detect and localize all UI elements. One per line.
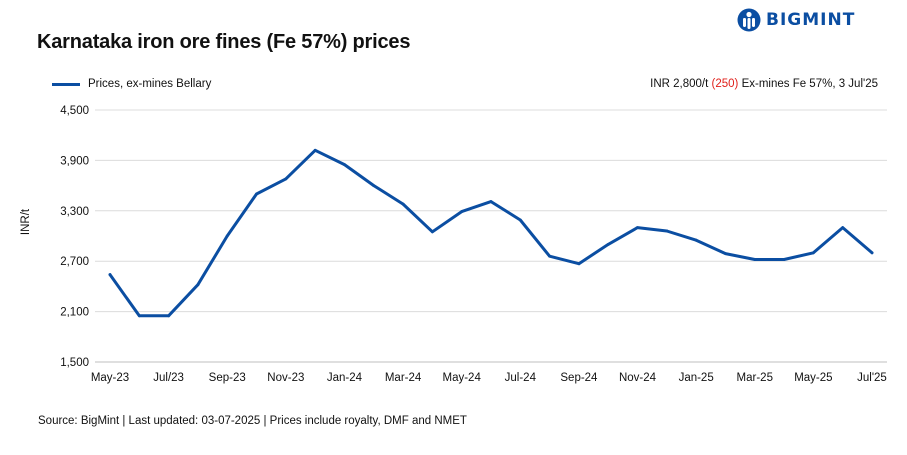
legend: Prices, ex-mines Bellary	[52, 78, 211, 90]
data-point	[782, 258, 786, 261]
price-note-suffix: Ex-mines Fe 57%, 3 Jul'25	[738, 78, 878, 90]
data-point	[577, 262, 581, 266]
y-axis-label: INR/t	[20, 208, 32, 235]
source-note: Source: BigMint | Last updated: 03-07-20…	[38, 415, 467, 427]
x-tick-label: Jan-25	[679, 372, 714, 384]
series-layer	[108, 148, 874, 318]
data-point	[460, 210, 464, 214]
bigmint-logo: BIGMINT	[736, 8, 855, 32]
x-tick-label: Jul'25	[857, 372, 887, 384]
y-tick-label: 1,500	[60, 357, 89, 369]
data-point	[372, 184, 376, 188]
x-tick-labels: May-23 Jul/23 Sep-23 Nov-23 Jan-24 Mar-24 May-…	[91, 372, 887, 384]
data-point	[225, 234, 229, 238]
x-tick-label: Jul/23	[153, 372, 184, 384]
x-tick-label: May-23	[91, 372, 129, 384]
x-tick-label: Jul-24	[505, 372, 537, 384]
data-point	[518, 218, 522, 222]
data-point	[489, 200, 493, 203]
y-tick-label: 2,100	[60, 307, 89, 319]
legend-label: Prices, ex-mines Bellary	[88, 78, 212, 90]
data-point	[255, 192, 258, 196]
data-point	[284, 177, 288, 181]
x-tick-label: Nov-23	[267, 372, 304, 384]
y-tick-label: 4,500	[60, 105, 89, 117]
price-note: INR 2,800/t (250) Ex-mines Fe 57%, 3 Jul…	[650, 78, 878, 90]
x-tick-label: Mar-25	[737, 372, 773, 384]
x-tick-label: May-24	[443, 372, 482, 384]
data-point	[636, 226, 639, 230]
y-tick-label: 3,900	[60, 155, 89, 167]
bigmint-logo-icon	[737, 8, 761, 32]
data-point	[343, 163, 346, 167]
x-tick-label: Sep-24	[560, 372, 598, 384]
data-point	[137, 314, 141, 318]
x-tick-label: May-25	[794, 372, 832, 384]
price-change: (250)	[711, 78, 739, 90]
data-point	[811, 251, 815, 255]
data-point	[167, 314, 171, 318]
x-tick-label: Nov-24	[619, 372, 657, 384]
data-point	[401, 202, 405, 206]
x-tick-label: Mar-24	[385, 372, 422, 384]
legend-swatch	[52, 82, 80, 86]
data-point	[430, 230, 434, 234]
y-tick-labels: 4,500 3,900 3,300 2,700 2,100 1,500	[60, 105, 89, 369]
data-point	[694, 238, 698, 242]
data-point	[753, 258, 757, 261]
price-note-prefix: INR 2,800/t	[650, 78, 712, 90]
series-line-prices	[108, 148, 874, 318]
data-point	[108, 273, 112, 277]
data-point	[870, 251, 874, 255]
gridlines	[95, 109, 887, 363]
data-point	[548, 254, 552, 258]
chart-title: Karnataka iron ore fines (Fe 57%) prices	[37, 31, 411, 53]
x-tick-label: Sep-23	[209, 372, 246, 384]
data-point	[724, 252, 727, 256]
bigmint-logo-text: BIGMINT	[766, 10, 856, 30]
y-tick-label: 2,700	[60, 256, 89, 268]
data-point	[196, 283, 200, 287]
x-tick-label: Jan-24	[327, 372, 363, 384]
y-tick-label: 3,300	[60, 206, 89, 218]
data-point	[606, 243, 610, 246]
data-point	[841, 226, 845, 230]
data-point	[313, 148, 317, 152]
data-point	[665, 229, 669, 233]
